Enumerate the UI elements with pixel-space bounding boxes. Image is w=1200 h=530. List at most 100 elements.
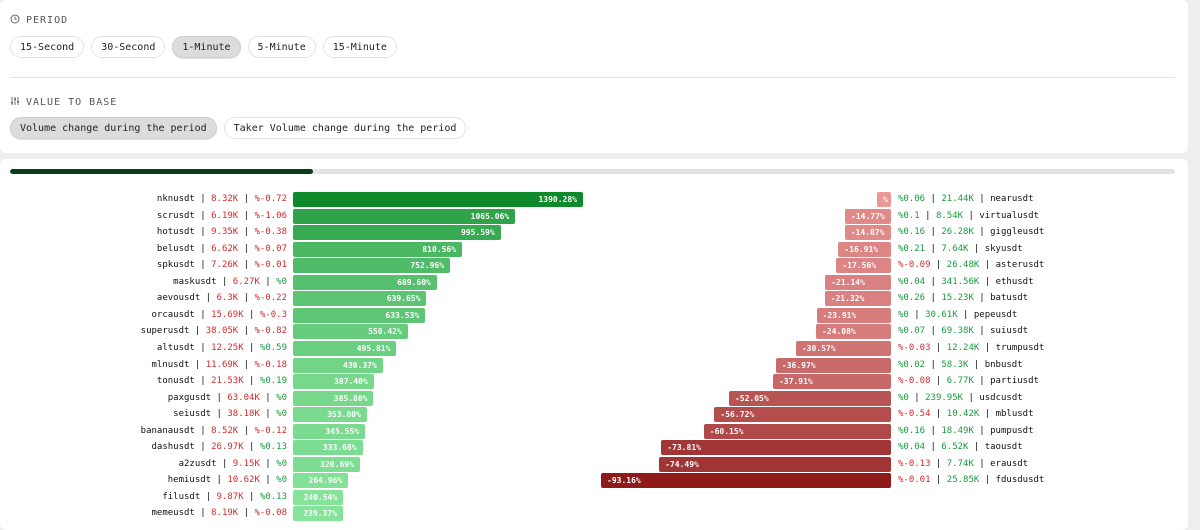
loser-bar: -17.56% [836, 258, 891, 274]
gainer-bar-value: 430.37% [343, 360, 377, 370]
gainer-bar-value: 639.65% [386, 294, 421, 304]
loser-bar: -21.14% [825, 274, 891, 290]
loser-symbol: suiusdt [990, 326, 1029, 337]
gainer-symbol: superusdt [140, 326, 190, 337]
gainer-bar: 1390.28% [293, 192, 583, 207]
loser-row-label: %0.21 | 7.64K | skyusdt [898, 242, 1023, 257]
value_to_base-option-taker-volume-change-during-the-period[interactable]: Taker Volume change during the period [223, 117, 467, 139]
separator: | [973, 293, 991, 304]
gainer-symbol: belusdt [156, 243, 195, 254]
separator: | [925, 227, 942, 238]
gainer-change: %0.13 [259, 491, 287, 502]
gainer-change: %0 [276, 475, 287, 486]
loser-bar: -14.77% [845, 208, 891, 224]
loser-bar: -21.32% [824, 291, 891, 307]
loser-bar-value: -30.57% [801, 343, 836, 353]
loser-change: %0.04 [898, 442, 926, 453]
loser-volume: 7.64K [941, 243, 969, 254]
separator: | [243, 342, 260, 353]
period-option-5-minute[interactable]: 5-Minute [247, 36, 316, 58]
separator: | [259, 276, 277, 287]
loser-volume: 10.42K [946, 409, 980, 420]
separator: | [211, 409, 228, 420]
loser-symbol: asterusdt [995, 260, 1045, 271]
gainer-volume: 9.35K [211, 227, 239, 238]
loser-symbol: fdusdusdt [995, 475, 1045, 486]
loser-volume: 341.56K [941, 276, 980, 287]
loser-row-label: %-0.03 | 12.24K | trumpusdt [898, 341, 1044, 356]
gainer-row-label: bananausdt | 8.52K | %-0.12 [141, 424, 287, 439]
separator: | [194, 260, 212, 271]
gainer-bar: 752.96% [293, 258, 451, 274]
gainer-bar-value: 810.56% [422, 244, 457, 254]
loser-bar: -37.91% [772, 374, 891, 390]
loser-change: %0.1 [898, 210, 920, 221]
gainer-row-label: hemiusdt | 10.62K | %0 [168, 473, 287, 488]
gainer-row-label: orcausdt | 15.69K | %-0.3 [152, 308, 288, 323]
loser-bar: -60.15% [703, 423, 891, 439]
gainer-bar: 385.80% [293, 390, 374, 406]
gainer-symbol: hotusdt [156, 227, 195, 238]
separator: | [194, 194, 212, 204]
gainer-change: %0 [276, 409, 287, 420]
loser-symbol: batusdt [990, 293, 1029, 304]
loser-bar-value: -23.91% [822, 310, 857, 320]
separator: | [979, 475, 996, 486]
separator: | [925, 293, 942, 304]
period-option-15-minute[interactable]: 15-Minute [322, 36, 397, 58]
loser-row-label: %0 | 239.95K | usdcusdt [898, 391, 1023, 406]
value_to_base-option-volume-change-during-the-period[interactable]: Volume change during the period [10, 117, 217, 139]
loser-change: %0.07 [898, 326, 926, 337]
gainer-change: %-0.12 [254, 425, 287, 436]
loser-symbol: mblusdt [995, 409, 1034, 420]
separator: | [925, 276, 942, 287]
gainer-volume: 9.15K [232, 458, 260, 469]
loser-volume: 15.23K [941, 293, 974, 304]
loser-row-label: %-0.54 | 10.42K | mblusdt [898, 407, 1034, 422]
period-option-1-minute[interactable]: 1-Minute [172, 36, 241, 58]
separator: | [968, 359, 985, 370]
value-to-base-options: Volume change during the period Taker Vol… [10, 117, 467, 139]
gainer-row-label: memeusdt | 8.19K | %-0.08 [152, 506, 288, 521]
separator: | [216, 458, 233, 469]
loser-row-label: %0.04 | 341.56K | ethusdt [898, 275, 1034, 290]
settings-panel: PERIOD 15-Second 30-Second 1-Minute 5-Minut… [0, 0, 1188, 153]
loser-bar: -73.81% [661, 440, 891, 456]
separator: | [973, 425, 991, 436]
gainer-bar-value: 333.68% [322, 443, 357, 453]
separator: | [189, 359, 206, 370]
loser-bar: -52.05% [728, 390, 891, 406]
separator: | [259, 458, 277, 469]
loser-change: %-0.54 [898, 409, 931, 420]
loser-row-label: %-0.09 | 26.48K | asterusdt [898, 258, 1044, 273]
gainer-row-label: a2zusdt | 9.15K | %0 [179, 457, 287, 472]
period-option-15-second[interactable]: 15-Second [10, 36, 85, 58]
loser-bar: -24.08% [816, 324, 891, 340]
separator: | [908, 309, 926, 320]
gainer-bar-value: 689.60% [397, 277, 431, 287]
period-option-30-second[interactable]: 30-Second [91, 36, 166, 58]
gainer-symbol: nknusdt [156, 194, 195, 204]
separator: | [216, 276, 233, 287]
loser-volume: 69.38K [941, 326, 974, 337]
gainer-volume: 12.25K [211, 342, 244, 353]
gainer-change: %0.59 [259, 342, 287, 353]
loser-row-label: %-0.01 | 25.85K | fdusdusdt [898, 473, 1044, 488]
gainer-row-label: seiusdt | 38.18K | %0 [173, 407, 287, 422]
gainer-bar-value: 320.69% [320, 459, 354, 469]
gainer-symbol: tonusdt [156, 376, 195, 387]
gainer-volume: 8.19K [211, 508, 239, 519]
gainer-symbol: altusdt [156, 342, 195, 353]
gainer-change: %-0.22 [254, 293, 287, 304]
gainer-volume: 11.69K [205, 359, 239, 370]
gainer-bar-value: 495.81% [356, 343, 391, 353]
gainer-change: %-1.06 [254, 210, 287, 221]
gainer-bar-value: 240.54% [303, 492, 338, 502]
loser-symbol: ethusdt [995, 276, 1034, 287]
gainer-bar-value: 1065.06% [470, 211, 510, 221]
gainer-bar-value: 752.96% [410, 261, 445, 271]
gainer-change: %-0.82 [254, 326, 287, 337]
gainer-row-label: filusdt | 9.87K | %0.13 [162, 490, 287, 505]
gainer-row-label: nknusdt | 8.32K | %-0.72 [157, 192, 287, 207]
separator: | [973, 326, 991, 337]
